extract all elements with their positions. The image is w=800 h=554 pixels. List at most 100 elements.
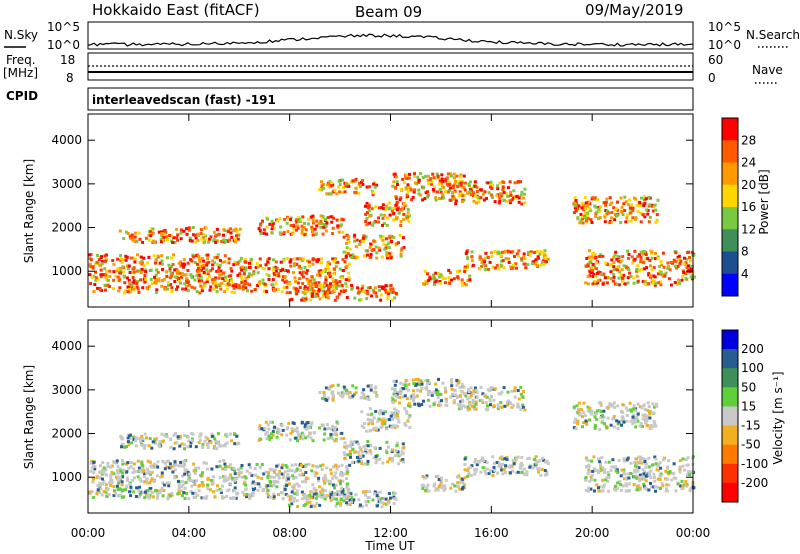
echo-cell: [118, 286, 122, 290]
echo-cell: [426, 398, 430, 402]
echo-cell: [93, 262, 97, 266]
echo-cell: [381, 461, 385, 465]
echo-cell: [362, 490, 366, 494]
echo-cell: [253, 482, 257, 486]
echo-cell: [140, 267, 144, 271]
echo-cell: [604, 478, 608, 482]
echo-cell: [381, 410, 385, 414]
echo-cell: [331, 424, 335, 428]
echo-cell: [176, 436, 180, 440]
echo-cell: [487, 267, 490, 271]
echo-cell: [381, 238, 385, 242]
echo-cell: [630, 409, 633, 413]
echo-cell: [461, 399, 465, 403]
echo-cell: [470, 404, 474, 408]
echo-cell: [381, 235, 385, 238]
echo-cell: [399, 223, 403, 227]
echo-cell: [306, 494, 310, 497]
echo-cell: [244, 286, 247, 290]
echo-cell: [201, 471, 204, 475]
echo-cell: [260, 477, 264, 480]
echo-cell: [666, 261, 670, 265]
echo-cell: [395, 242, 399, 246]
echo-cell: [105, 278, 109, 282]
echo-cell: [348, 444, 352, 448]
echo-cell: [205, 280, 209, 283]
echo-cell: [295, 217, 299, 221]
echo-cell: [650, 278, 654, 282]
echo-cell: [141, 491, 145, 495]
echo-cell: [201, 443, 205, 446]
echo-cell: [451, 392, 454, 396]
echo-cell: [374, 426, 378, 430]
echo-cell: [139, 439, 143, 443]
echo-cell: [262, 267, 266, 271]
echo-cell: [301, 480, 304, 484]
echo-cell: [334, 439, 338, 443]
echo-cell: [515, 195, 519, 198]
echo-cell: [137, 290, 141, 294]
echo-cell: [117, 481, 121, 485]
echo-cell: [605, 262, 609, 266]
echo-cell: [160, 230, 163, 234]
echo-cell: [180, 262, 184, 266]
echo-cell: [170, 274, 174, 278]
echo-cell: [617, 420, 621, 424]
echo-cell: [269, 436, 273, 440]
echo-cell: [167, 481, 171, 485]
echo-cell: [491, 455, 495, 459]
echo-cell: [642, 472, 646, 476]
echo-cell: [627, 252, 631, 256]
echo-cell: [395, 412, 399, 416]
echo-cell: [685, 266, 689, 270]
echo-cell: [501, 250, 504, 254]
echo-cell: [224, 468, 227, 471]
echo-cell: [314, 290, 318, 294]
echo-cell: [324, 217, 328, 221]
echo-cell: [616, 200, 619, 204]
echo-cell: [604, 460, 608, 464]
echo-cell: [100, 493, 104, 497]
echo-cell: [367, 422, 371, 426]
echo-cell: [224, 465, 228, 469]
echo-cell: [264, 470, 268, 474]
echo-cell: [345, 242, 348, 245]
echo-cell: [345, 467, 349, 471]
echo-cell: [326, 181, 330, 185]
echo-cell: [328, 275, 332, 279]
echo-cell: [105, 494, 109, 498]
echo-cell: [207, 270, 211, 274]
echo-cell: [310, 490, 314, 494]
echo-cell: [658, 264, 661, 268]
echo-cell: [338, 182, 342, 186]
echo-cell: [466, 279, 470, 282]
echo-cell: [340, 497, 343, 501]
echo-cell: [612, 273, 616, 277]
echo-cell: [318, 283, 322, 287]
echo-cell: [277, 431, 281, 435]
echo-cell: [600, 456, 604, 460]
echo-cell: [492, 461, 496, 465]
echo-cell: [336, 500, 340, 504]
echo-cell: [659, 472, 663, 476]
echo-cell: [344, 282, 348, 286]
echo-cell: [453, 197, 457, 201]
echo-cell: [133, 260, 137, 264]
echo-cell: [626, 456, 630, 460]
echo-cell: [370, 294, 374, 298]
echo-cell: [475, 395, 479, 399]
echo-cell: [216, 484, 219, 488]
echo-cell: [187, 476, 191, 480]
echo-cell: [272, 266, 276, 270]
echo-cell: [347, 493, 351, 497]
echo-cell: [286, 469, 290, 473]
nave-tick-top: 60: [708, 53, 723, 67]
echo-cell: [354, 391, 358, 395]
echo-cell: [251, 494, 255, 497]
echo-cell: [624, 406, 628, 410]
echo-cell: [304, 478, 308, 482]
echo-cell: [490, 386, 494, 390]
echo-cell: [331, 257, 335, 261]
echo-cell: [147, 255, 151, 259]
echo-cell: [114, 461, 118, 465]
